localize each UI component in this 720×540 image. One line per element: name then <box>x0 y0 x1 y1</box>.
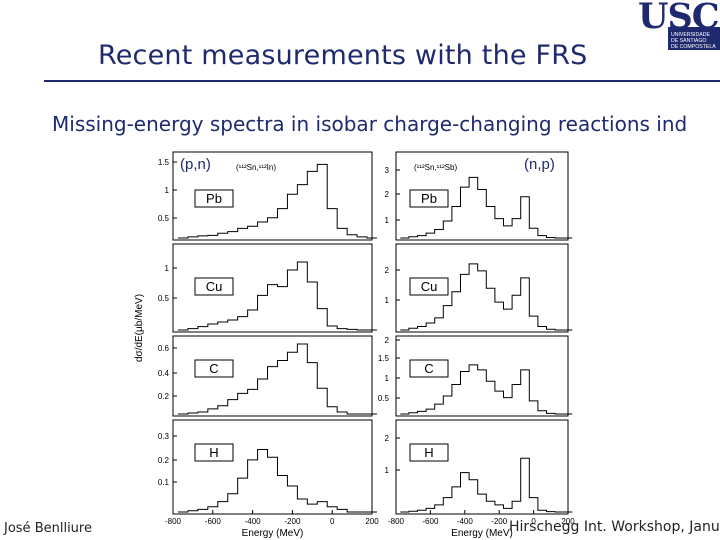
target-label-box <box>409 359 449 378</box>
reaction-label-bg <box>178 155 224 172</box>
y-tick-label: 1 <box>385 216 390 225</box>
y-tick-label: 0.1 <box>158 478 170 487</box>
logo-box: UNIVERSIDADE DE SANTIAGO DE COMPOSTELA <box>668 27 720 50</box>
x-tick-label: -800 <box>165 517 182 526</box>
x-tick-label: -200 <box>284 517 301 526</box>
slide-title: Recent measurements with the FRS <box>98 40 588 71</box>
y-tick-label: 0.2 <box>158 456 170 465</box>
x-tick-label: -600 <box>422 517 439 526</box>
target-label-c: C <box>209 361 218 376</box>
logo-subtext-line2: DE SANTIAGO <box>671 38 706 44</box>
spectrum-line-left-pb <box>177 163 377 239</box>
logo-subtext-line1: UNIVERSIDADE <box>671 32 710 38</box>
x-tick-label: 0 <box>531 517 536 526</box>
target-label-box <box>194 189 234 208</box>
x-tick-label: -600 <box>205 517 222 526</box>
target-label-cu: Cu <box>421 279 438 294</box>
y-tick-label: 0.4 <box>158 369 170 378</box>
x-axis-label-left: Energy (MeV) <box>242 528 304 539</box>
reaction-label-right: (n,p) <box>524 156 555 173</box>
reaction-detail-left: (¹¹²Sn,¹¹²In) <box>236 163 276 172</box>
y-tick-label: 1 <box>385 296 390 305</box>
spectrum-line-left-h <box>177 448 377 513</box>
y-tick-label: 2 <box>385 266 390 275</box>
x-tick-label: 0 <box>330 517 335 526</box>
reaction-label-left: (p,n) <box>180 156 211 173</box>
y-tick-label: 1 <box>385 466 390 475</box>
footer-author: José Benlliure <box>4 521 92 536</box>
y-tick-label: 1 <box>165 186 170 195</box>
x-axis-label-right: Energy (MeV) <box>451 528 513 539</box>
panel-frame-right-pb <box>395 151 569 241</box>
panel-frame-left-h <box>172 419 373 515</box>
target-label-pb: Pb <box>206 191 222 206</box>
x-tick-label: 200 <box>561 517 575 526</box>
y-tick-label: 0.2 <box>158 392 170 401</box>
x-tick-label: 200 <box>365 517 379 526</box>
y-tick-label: 0.3 <box>158 432 170 441</box>
y-tick-label: 3 <box>385 166 390 175</box>
target-label-box <box>409 189 449 208</box>
y-tick-label: 2 <box>385 336 390 345</box>
target-label-box <box>409 277 449 296</box>
target-label-box <box>194 443 234 462</box>
y-tick-label: 2 <box>385 434 390 443</box>
target-label-box <box>194 277 234 296</box>
y-tick-label: 0.5 <box>158 294 170 303</box>
target-label-c: C <box>424 361 433 376</box>
target-label-box <box>194 359 234 378</box>
footer-event: Hirschegg Int. Workshop, Janua <box>509 519 720 535</box>
spectrum-line-right-c <box>400 364 573 415</box>
target-label-cu: Cu <box>206 279 223 294</box>
y-tick-label: 0.5 <box>378 394 390 403</box>
target-label-h: H <box>424 445 433 460</box>
spectra-figure: Pb 1.5 1 0.5 Cu 1 0.5 C 0.6 0.4 0.2 H 0.3 0.2 0.1 Pb 3 2 1… <box>126 148 576 540</box>
spectrum-line-left-c <box>177 343 377 415</box>
x-tick-label: -400 <box>245 517 262 526</box>
y-tick-label: 1 <box>165 264 170 273</box>
spectrum-line-right-pb <box>400 176 573 239</box>
y-tick-label: 1.5 <box>158 158 170 167</box>
spectra-chart: Pb 1.5 1 0.5 Cu 1 0.5 C 0.6 0.4 0.2 H 0.3 0.2 0.1 Pb 3 2 1… <box>134 151 575 539</box>
panel-frame-right-h <box>395 419 569 515</box>
spectrum-line-right-h <box>400 457 573 513</box>
target-label-box <box>409 443 449 462</box>
spectrum-line-right-cu <box>400 263 573 331</box>
y-tick-label: 2 <box>385 190 390 199</box>
y-tick-label: 1 <box>385 374 390 383</box>
university-logo: USC UNIVERSIDADE DE SANTIAGO DE COMPOSTE… <box>638 0 720 50</box>
spectrum-line-left-cu <box>177 261 377 331</box>
slide-subtitle: Missing-energy spectra in isobar charge-… <box>52 112 688 136</box>
logo-subtext-line3: DE COMPOSTELA <box>671 44 716 50</box>
x-tick-label: -800 <box>388 517 405 526</box>
y-tick-label: 0.6 <box>158 344 170 353</box>
y-axis-label: dσ/dE(μb/MeV) <box>134 294 145 362</box>
reaction-detail-right: (¹¹²Sn,¹¹²Sb) <box>414 163 457 172</box>
x-tick-label: -200 <box>491 517 508 526</box>
target-label-pb: Pb <box>421 191 437 206</box>
title-divider <box>44 80 720 82</box>
y-tick-label: 0.5 <box>158 214 170 223</box>
x-tick-label: -400 <box>457 517 474 526</box>
target-label-h: H <box>209 445 218 460</box>
y-tick-label: 1.5 <box>378 354 390 363</box>
